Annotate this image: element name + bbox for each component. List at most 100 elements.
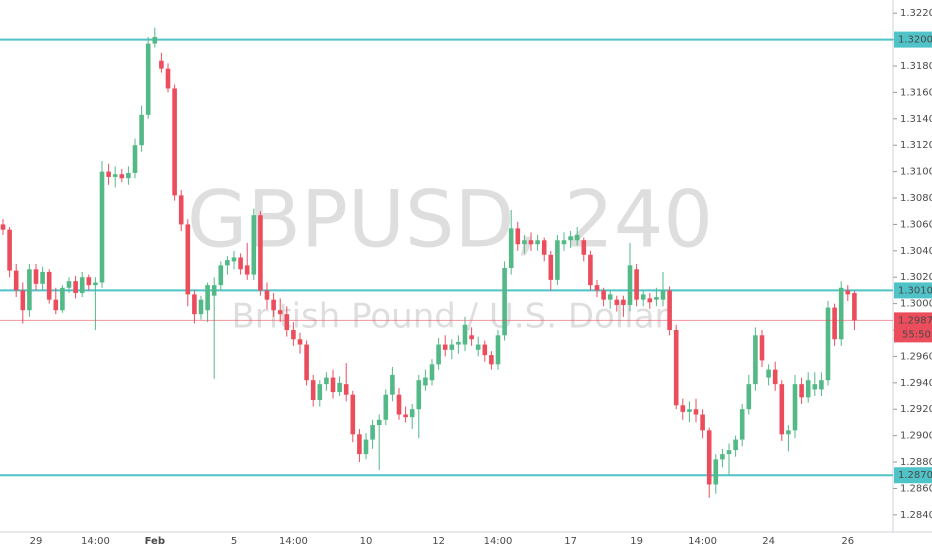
candle-body [231, 257, 237, 262]
candle-body [627, 265, 633, 305]
candle-body [739, 409, 745, 440]
candle-body [304, 344, 309, 381]
candle-body [145, 43, 151, 115]
candle-body [99, 171, 105, 283]
level-label-box [894, 282, 932, 299]
candle-body [832, 307, 837, 340]
candle-body [819, 380, 824, 390]
y-tick-label: 1.29200 [900, 404, 932, 415]
candle-body [185, 224, 191, 295]
level-label-box [894, 31, 932, 48]
candle-body [297, 339, 303, 345]
candle-body [396, 394, 402, 415]
candle-body [786, 430, 791, 435]
candle-body [515, 228, 521, 245]
candle-body [86, 277, 92, 286]
candle-body [614, 299, 620, 305]
candle-body [33, 269, 39, 284]
candle-body [779, 384, 785, 435]
candle-body [66, 281, 72, 288]
candle-body [753, 335, 758, 385]
candle-body [812, 384, 818, 390]
candle-body [845, 290, 851, 295]
candle-body [436, 344, 441, 365]
candle-body [409, 409, 415, 418]
x-tick-label: 14:00 [279, 536, 308, 547]
candle-body [647, 298, 653, 303]
candle-body [429, 364, 435, 381]
y-tick-label: 1.30400 [900, 246, 932, 257]
level-label-box [894, 467, 932, 484]
candle-body [79, 277, 85, 294]
candle-body [165, 68, 171, 89]
candle-body [680, 405, 686, 412]
candle-body [310, 380, 316, 400]
candle-body [284, 314, 290, 331]
candle-body [528, 240, 534, 245]
candle-body [205, 285, 210, 311]
candle-body [277, 310, 283, 315]
candle-body [726, 450, 732, 455]
candle-body [581, 240, 587, 255]
candle-body [423, 377, 428, 386]
y-tick-label: 1.28600 [900, 483, 932, 494]
candle-body [324, 377, 329, 385]
candle-body [535, 240, 540, 245]
candle-body [838, 287, 844, 340]
candle-body [489, 355, 494, 365]
candle-body [211, 285, 217, 296]
candle-body [172, 88, 177, 196]
candle-body [442, 344, 448, 350]
y-tick-label: 1.31800 [900, 61, 932, 72]
candle-body [700, 414, 705, 431]
candle-body [225, 260, 230, 266]
candle-body [456, 341, 461, 345]
watermark-description: British Pound / U.S. Dollar [231, 297, 668, 337]
candle-body [416, 380, 422, 410]
x-tick-label: 19 [630, 536, 643, 547]
candle-body [673, 330, 679, 406]
candle-body [93, 282, 98, 286]
y-tick-label: 1.30600 [900, 219, 932, 230]
candle-body [40, 271, 45, 284]
candle-body [132, 145, 138, 173]
candle-body [654, 297, 659, 300]
candle-body [660, 290, 666, 300]
candle-body [541, 240, 547, 255]
candle-body [607, 294, 613, 300]
candle-body [13, 270, 19, 291]
x-tick-label: 17 [564, 536, 577, 547]
candle-body [271, 299, 276, 311]
candle-body [337, 382, 342, 393]
candle-body [852, 293, 857, 321]
candle-body [706, 430, 712, 485]
x-tick-label: Feb [145, 536, 165, 547]
candle-body [7, 229, 12, 271]
candle-body [449, 344, 455, 350]
candle-body [574, 234, 580, 241]
candle-body [508, 228, 514, 268]
candle-body [119, 174, 125, 179]
y-tick-label: 1.29000 [900, 431, 932, 442]
x-tick-label: 14:00 [484, 536, 513, 547]
candle-body [713, 459, 719, 485]
candle-body [152, 36, 158, 44]
candle-body [667, 290, 672, 331]
countdown-label: 55:50 [902, 329, 931, 340]
candle-body [495, 335, 501, 365]
candle-body [357, 434, 362, 455]
candle-body [73, 281, 78, 294]
candle-body [0, 224, 6, 230]
candle-body [634, 269, 639, 300]
y-tick-label: 1.31600 [900, 87, 932, 98]
candle-body [469, 335, 474, 340]
candle-body [370, 425, 375, 440]
candle-body [376, 419, 382, 426]
candle-body [343, 384, 349, 395]
candle-body [805, 380, 811, 398]
candle-body [106, 171, 111, 177]
candle-body [291, 330, 296, 340]
candle-body [621, 299, 626, 305]
